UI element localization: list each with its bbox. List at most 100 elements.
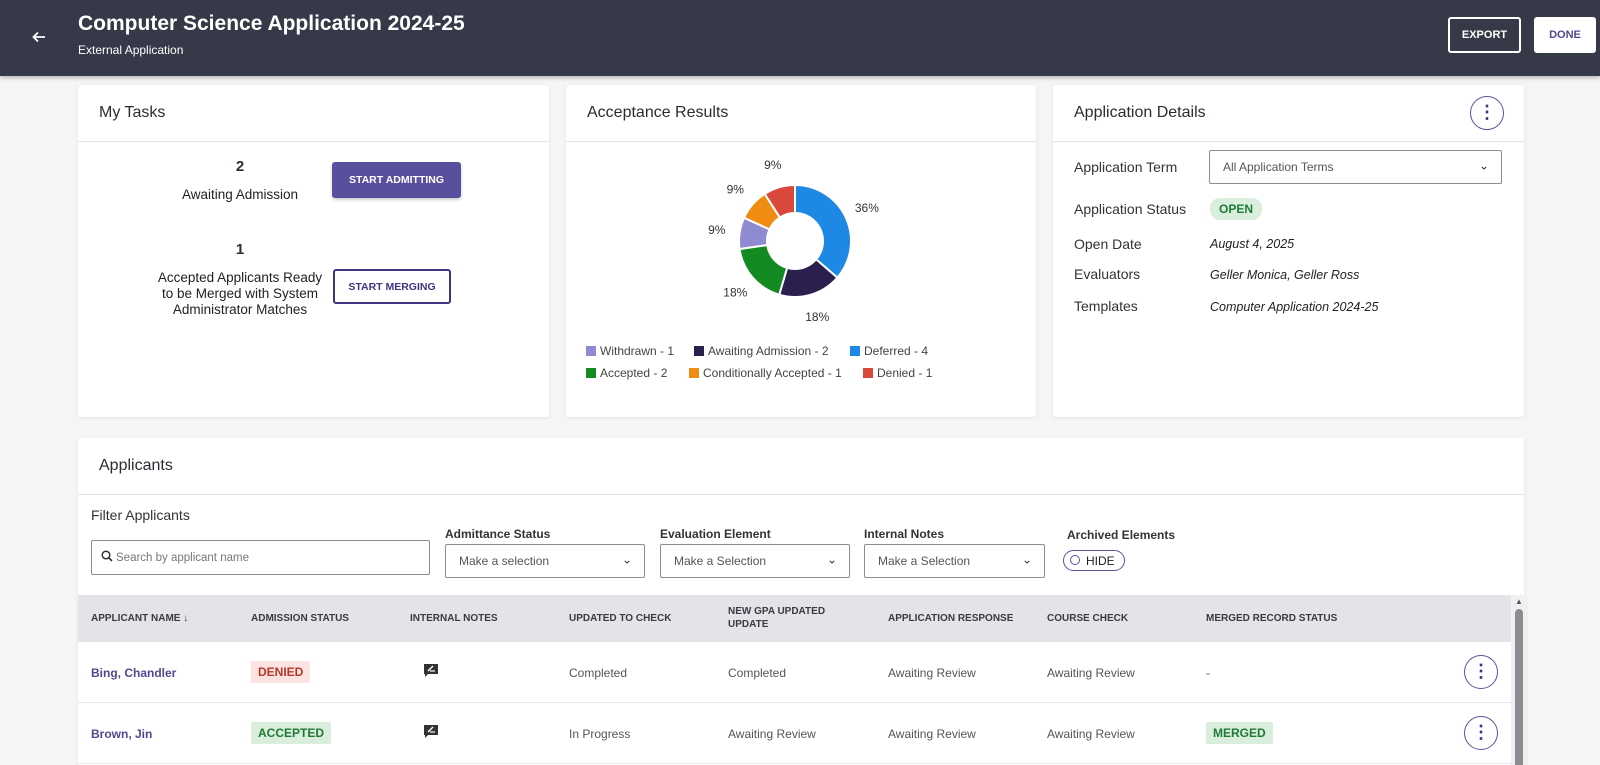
- col-internal-notes[interactable]: INTERNAL NOTES: [410, 613, 498, 624]
- course-cell: Awaiting Review: [1047, 666, 1135, 680]
- acceptance-title: Acceptance Results: [587, 104, 729, 121]
- status-badge: OPEN: [1210, 198, 1263, 220]
- details-more-icon[interactable]: ⋮: [1470, 96, 1504, 130]
- donut-slice-denied[interactable]: [763, 183, 796, 219]
- legend-swatch: [689, 368, 699, 378]
- col-label: APPLICANT NAME: [91, 613, 181, 624]
- row-more-icon[interactable]: ⋮: [1464, 716, 1498, 750]
- page-title: Computer Science Application 2024-25: [78, 12, 465, 35]
- internal-note-icon[interactable]: [423, 663, 439, 679]
- gpa-cell: Awaiting Review: [728, 727, 816, 741]
- legend-swatch: [850, 346, 860, 356]
- merge-label: Accepted Applicants Ready to be Merged w…: [157, 270, 323, 317]
- internal-notes-select[interactable]: Make a Selection ⌄: [864, 544, 1045, 578]
- archived-toggle[interactable]: HIDE: [1063, 550, 1125, 571]
- scrollbar-thumb[interactable]: [1515, 609, 1523, 765]
- my-tasks-card: My Tasks 2 Awaiting Admission START ADMI…: [78, 85, 549, 417]
- legend-label: Awaiting Admission - 2: [708, 344, 829, 358]
- col-course-check[interactable]: COURSE CHECK: [1047, 613, 1129, 624]
- gpa-cell: Completed: [728, 666, 787, 680]
- legend-swatch: [586, 346, 596, 356]
- legend-label: Withdrawn - 1: [600, 344, 675, 358]
- col-applicant-name[interactable]: APPLICANT NAME ↓: [91, 612, 188, 625]
- chevron-down-icon: ⌄: [826, 552, 837, 567]
- table-scrollbar[interactable]: ▲: [1511, 595, 1528, 765]
- chevron-down-icon: ⌄: [1478, 158, 1489, 173]
- table-row: Bing, Chandler DENIED Completed Complete…: [78, 642, 1511, 703]
- awaiting-label: Awaiting Admission: [181, 187, 299, 202]
- col-admission-status[interactable]: ADMISSION STATUS: [251, 613, 349, 624]
- donut-slice-deferred[interactable]: [794, 183, 852, 280]
- start-merging-button[interactable]: START MERGING: [333, 269, 451, 304]
- response-cell: Awaiting Review: [888, 666, 976, 680]
- slice-percent-label: 9%: [764, 158, 782, 172]
- details-title: Application Details: [1074, 104, 1206, 121]
- applicants-card: Applicants Filter Applicants Search by a…: [78, 438, 1528, 765]
- application-details-card: Application Details ⋮ Application Term A…: [1053, 85, 1524, 417]
- applicant-name-link[interactable]: Bing, Chandler: [91, 666, 177, 680]
- legend-item[interactable]: Accepted - 2: [586, 366, 667, 380]
- row-more-icon[interactable]: ⋮: [1464, 655, 1498, 689]
- evaluation-label: Evaluation Element: [660, 527, 771, 541]
- internal-note-icon[interactable]: [423, 724, 439, 740]
- updated-to-check-cell: In Progress: [569, 727, 631, 741]
- filter-title: Filter Applicants: [91, 507, 190, 523]
- merged-cell: -: [1206, 666, 1210, 680]
- admittance-status-select[interactable]: Make a selection ⌄: [445, 544, 645, 578]
- application-term-select[interactable]: All Application Terms ⌄: [1209, 150, 1502, 184]
- slice-percent-label: 9%: [727, 182, 745, 196]
- export-button[interactable]: EXPORT: [1448, 17, 1521, 53]
- legend-swatch: [863, 368, 873, 378]
- templates-value: Computer Application 2024-25: [1210, 300, 1379, 314]
- col-merged-record-status[interactable]: MERGED RECORD STATUS: [1206, 613, 1338, 624]
- evaluators-label: Evaluators: [1074, 266, 1141, 282]
- legend-label: Deferred - 4: [864, 344, 929, 358]
- col-updated-to-check[interactable]: UPDATED TO CHECK: [569, 613, 672, 624]
- sort-down-icon: ↓: [183, 613, 189, 624]
- scroll-up-icon[interactable]: ▲: [1515, 597, 1523, 606]
- merged-badge: MERGED: [1206, 722, 1273, 744]
- start-admitting-button[interactable]: START ADMITTING: [332, 162, 461, 198]
- acceptance-results-card: Acceptance Results 36% 18% 18% 9% 9% 9% Withd…: [566, 85, 1036, 417]
- applicant-name-link[interactable]: Brown, Jin: [91, 727, 153, 741]
- awaiting-count: 2: [235, 158, 245, 175]
- my-tasks-title: My Tasks: [99, 104, 166, 121]
- legend-item[interactable]: Awaiting Admission - 2: [694, 344, 829, 358]
- updated-to-check-cell: Completed: [569, 666, 628, 680]
- admittance-label: Admittance Status: [445, 527, 551, 541]
- acceptance-donut-chart: 36% 18% 18% 9% 9% 9%: [708, 158, 879, 324]
- card-divider: [1053, 141, 1524, 142]
- legend-item[interactable]: Withdrawn - 1: [586, 344, 674, 358]
- slice-percent-label: 18%: [723, 286, 747, 300]
- notes-label: Internal Notes: [864, 527, 945, 541]
- term-label: Application Term: [1074, 159, 1178, 175]
- done-button[interactable]: DONE: [1534, 17, 1596, 53]
- evaluation-value: Make a Selection: [674, 554, 767, 568]
- merge-count: 1: [235, 241, 245, 258]
- notes-value: Make a Selection: [878, 554, 971, 568]
- search-icon: [101, 550, 113, 562]
- legend-item[interactable]: Denied - 1: [863, 366, 932, 380]
- admittance-value: Make a selection: [459, 554, 550, 568]
- card-divider: [78, 141, 549, 142]
- card-divider: [78, 494, 1524, 495]
- slice-percent-label: 9%: [708, 223, 726, 237]
- open-date-value: August 4, 2025: [1210, 237, 1295, 251]
- back-arrow-icon[interactable]: [24, 22, 54, 52]
- legend-item[interactable]: Deferred - 4: [850, 344, 928, 358]
- legend-label: Accepted - 2: [600, 366, 668, 380]
- search-placeholder: Search by applicant name: [116, 552, 249, 564]
- open-date-label: Open Date: [1074, 236, 1142, 252]
- toggle-label: HIDE: [1086, 554, 1115, 568]
- search-input[interactable]: Search by applicant name: [91, 540, 430, 575]
- legend-label: Denied - 1: [877, 366, 933, 380]
- status-label: Application Status: [1074, 201, 1187, 217]
- col-application-response[interactable]: APPLICATION RESPONSE: [888, 613, 1014, 624]
- app-header: Computer Science Application 2024-25 Ext…: [0, 0, 1600, 76]
- evaluation-element-select[interactable]: Make a Selection ⌄: [660, 544, 850, 578]
- col-new-gpa[interactable]: NEW GPA UPDATED UPDATE: [728, 606, 826, 630]
- term-value: All Application Terms: [1223, 160, 1334, 174]
- legend-item[interactable]: Conditionally Accepted - 1: [689, 366, 842, 380]
- toggle-knob: [1070, 555, 1080, 565]
- table-row: Brown, Jin ACCEPTED In Progress Awaiting…: [78, 703, 1511, 764]
